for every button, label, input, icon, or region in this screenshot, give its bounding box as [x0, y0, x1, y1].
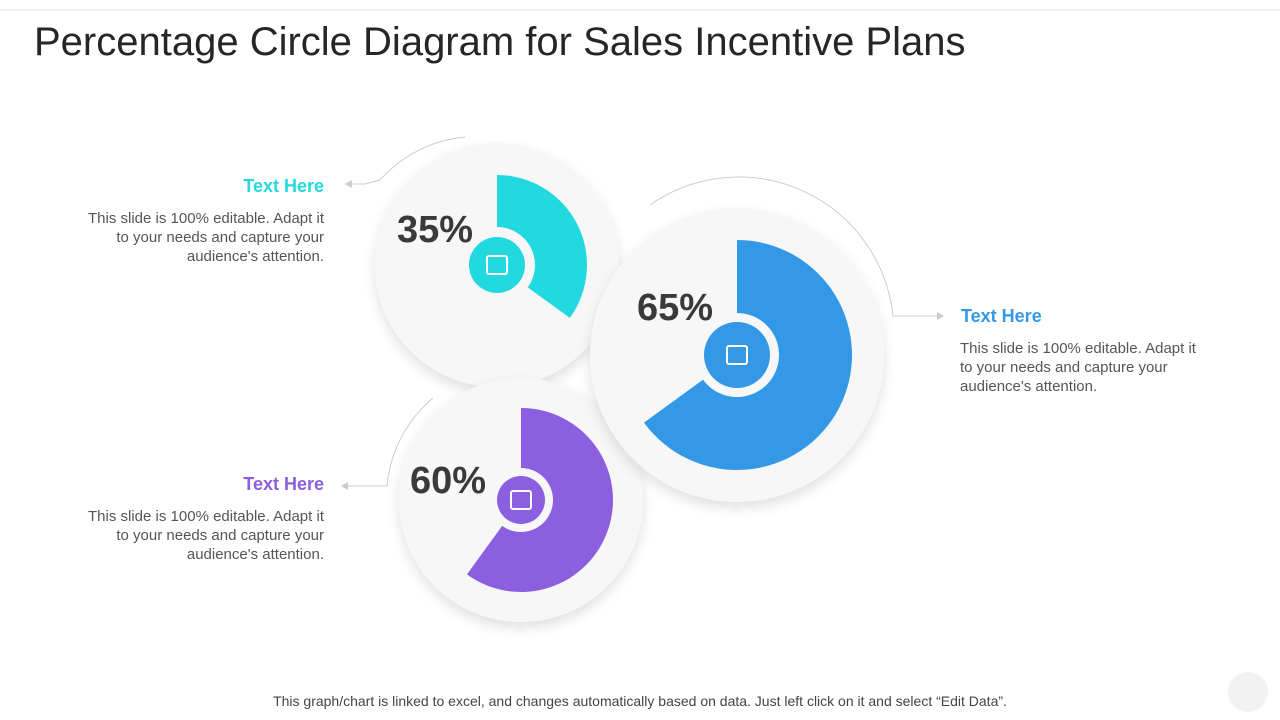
- percent-label: 65%: [637, 287, 713, 329]
- footer-note: This graph/chart is linked to excel, and…: [273, 693, 1007, 709]
- connector: [345, 397, 434, 487]
- percent-label: 60%: [410, 460, 486, 502]
- icon: [510, 490, 532, 510]
- donut-segment: [497, 175, 587, 318]
- icon: [486, 255, 508, 275]
- icon-circle: [704, 322, 770, 388]
- icon-circle: [469, 237, 525, 293]
- item-body: This slide is 100% editable. Adapt it to…: [88, 508, 324, 563]
- item-body: This slide is 100% editable. Adapt it to…: [960, 340, 1196, 395]
- icon: [726, 345, 748, 365]
- connector: [649, 176, 940, 317]
- donuts: 35% 65% 60%: [397, 175, 852, 592]
- arrowhead: [341, 482, 348, 490]
- item-heading: Text Here: [243, 474, 324, 494]
- donut-segment: [466, 408, 613, 592]
- item-heading: Text Here: [961, 306, 1042, 326]
- percent-label: 35%: [397, 209, 473, 251]
- arrowhead: [937, 312, 944, 320]
- connector: [345, 136, 466, 185]
- corner-dot: [1228, 672, 1268, 712]
- title: Percentage Circle Diagram for Sales Ince…: [34, 20, 966, 64]
- donut-segment: [643, 240, 852, 470]
- item-body: This slide is 100% editable. Adapt it to…: [88, 210, 324, 265]
- icon-circle: [497, 476, 545, 524]
- arrowhead: [345, 180, 352, 188]
- item-heading: Text Here: [243, 176, 324, 196]
